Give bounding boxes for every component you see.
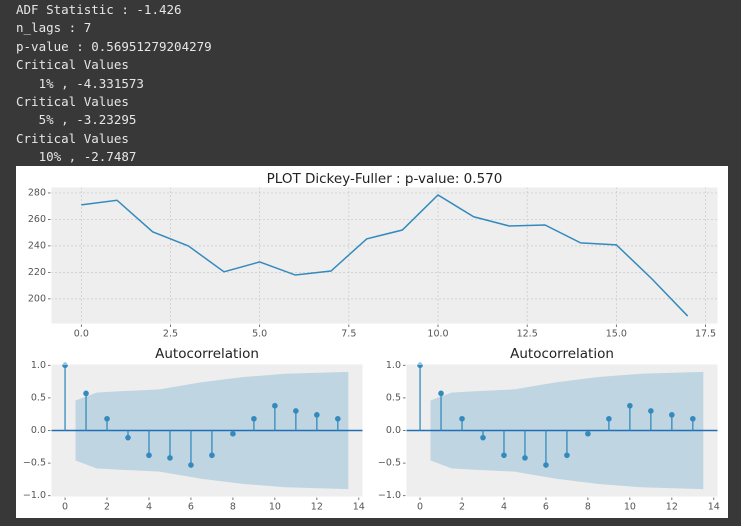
stem-marker <box>522 455 528 461</box>
x-tick-label: 14 <box>708 502 720 513</box>
cell-output: ADF Statistic : -1.426 n_lags : 7 p-value … <box>16 1 212 167</box>
stem-marker <box>104 415 110 422</box>
x-tick-label: 10.0 <box>427 329 448 340</box>
stem-marker <box>438 390 444 397</box>
stem-marker <box>690 415 696 422</box>
stem-marker <box>62 362 68 369</box>
y-tick-label: 1.0 <box>31 360 46 371</box>
x-tick-label: 0 <box>62 502 68 513</box>
stem-marker <box>501 452 507 459</box>
plot-area <box>51 187 718 324</box>
stem-marker <box>417 362 423 369</box>
stem-marker <box>209 452 215 459</box>
x-tick-label: 2 <box>104 502 110 513</box>
output-line: n_lags : 7 <box>16 20 92 36</box>
output-line: 5% , -3.23295 <box>16 112 137 128</box>
axes-frame <box>405 363 719 498</box>
x-tick-label: 5.0 <box>252 329 267 340</box>
y-tick-label: 240 <box>28 240 46 251</box>
y-tick-label: −0.5 <box>378 458 401 469</box>
y-tick-label: −1.0 <box>378 490 401 501</box>
x-tick-label: 10 <box>269 502 281 513</box>
x-tick-label: 15.0 <box>606 329 627 340</box>
stem-marker <box>335 415 341 422</box>
stem-marker <box>543 462 549 468</box>
stem-marker <box>459 415 465 422</box>
x-tick-label: 12 <box>311 502 323 513</box>
y-tick-label: −0.5 <box>23 458 46 469</box>
x-tick-label: 14 <box>353 502 365 513</box>
x-tick-label: 8 <box>230 502 236 513</box>
x-tick-label: 7.5 <box>341 329 356 340</box>
stem-marker <box>125 434 131 441</box>
stem-marker <box>314 412 320 418</box>
stem-marker <box>648 408 654 414</box>
stem-marker <box>83 390 89 397</box>
stem-marker <box>480 434 486 441</box>
output-line: Critical Values <box>16 130 129 146</box>
x-tick-label: 8 <box>585 502 591 513</box>
chart-title: Autocorrelation <box>510 346 614 362</box>
stem-marker <box>230 430 236 437</box>
x-tick-label: 2 <box>459 502 465 513</box>
output-line: ADF Statistic : -1.426 <box>16 2 182 17</box>
x-tick-label: 6 <box>543 502 549 513</box>
output-line: 10% , -2.7487 <box>16 149 137 165</box>
data-line <box>81 193 689 317</box>
chart-title: Autocorrelation <box>155 346 259 362</box>
y-tick-label: −1.0 <box>23 490 46 501</box>
y-tick-label: 200 <box>28 293 46 304</box>
x-tick-label: 12 <box>666 502 678 513</box>
output-line: Critical Values <box>16 57 129 73</box>
x-tick-label: 6 <box>188 502 194 513</box>
output-line: p-value : 0.56951279204279 <box>16 38 212 54</box>
y-tick-label: 0.5 <box>386 392 401 403</box>
y-tick-label: 0.0 <box>31 425 46 436</box>
stem-marker <box>564 452 570 459</box>
x-tick-label: 12.5 <box>517 329 538 340</box>
y-tick-label: 1.0 <box>386 360 401 371</box>
x-tick-label: 2.5 <box>163 329 178 340</box>
stem-marker <box>188 462 194 468</box>
y-tick-label: 220 <box>28 267 46 278</box>
y-tick-label: 280 <box>28 187 46 198</box>
figure: PLOT Dickey-Fuller : p-value: 0.570 0.0 2.… <box>16 166 728 518</box>
stem-marker <box>669 412 675 418</box>
stem-marker <box>293 408 299 414</box>
x-tick-label: 4 <box>146 502 152 513</box>
stem-marker <box>167 455 173 461</box>
y-tick-label: 0.5 <box>31 392 46 403</box>
x-tick-label: 0.0 <box>74 329 89 340</box>
x-tick-label: 10 <box>624 502 636 513</box>
x-tick-label: 4 <box>501 502 507 513</box>
x-tick-label: 0 <box>417 502 423 513</box>
stem-marker <box>585 430 591 437</box>
axes-frame <box>50 186 719 325</box>
stem-marker <box>272 402 278 409</box>
stem-marker <box>627 402 633 409</box>
stem-marker <box>251 415 257 422</box>
y-tick-label: 260 <box>28 214 46 225</box>
y-tick-label: 0.0 <box>386 425 401 436</box>
x-tick-label: 17.5 <box>695 329 716 340</box>
axes-frame <box>50 363 364 498</box>
output-line: 1% , -4.331573 <box>16 75 144 91</box>
output-line: Critical Values <box>16 94 129 110</box>
stem-marker <box>606 415 612 422</box>
chart-title: PLOT Dickey-Fuller : p-value: 0.570 <box>267 171 503 187</box>
stem-marker <box>146 452 152 459</box>
